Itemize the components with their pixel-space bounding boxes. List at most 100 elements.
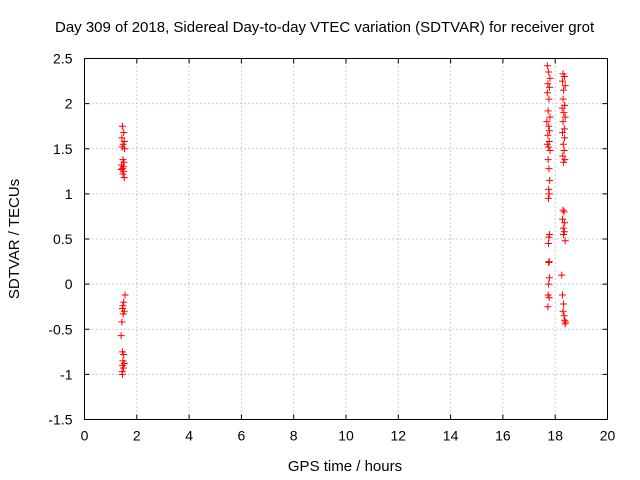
x-tick-label: 8	[290, 428, 298, 444]
y-tick-label: 1	[65, 186, 73, 202]
x-tick-label: 4	[185, 428, 193, 444]
data-point-marker	[559, 129, 567, 137]
data-point-marker	[560, 73, 568, 81]
data-point-marker	[543, 118, 551, 126]
data-point-marker	[546, 147, 554, 155]
data-point-marker	[118, 318, 126, 326]
data-point-marker	[118, 161, 126, 169]
data-point-marker	[544, 303, 552, 311]
data-point-marker	[559, 77, 567, 85]
data-point-marker	[544, 156, 552, 164]
data-point-marker	[118, 122, 126, 130]
chart-title: Day 309 of 2018, Sidereal Day-to-day VTE…	[55, 19, 595, 36]
data-point-marker	[559, 224, 567, 232]
data-point-marker	[545, 68, 553, 76]
data-point-marker	[544, 80, 552, 88]
x-tick-label: 18	[547, 428, 563, 444]
data-point-marker	[545, 190, 553, 198]
data-point-marker	[545, 83, 553, 91]
data-point-marker	[561, 320, 569, 328]
x-tick-labels: 0 2 4 6 8 10 12 14 16 18 20	[81, 428, 616, 444]
data-point-marker	[546, 74, 554, 82]
data-point-marker	[544, 107, 552, 115]
data-point-marker	[559, 291, 567, 299]
data-point-marker	[558, 271, 566, 279]
data-point-marker	[561, 134, 569, 142]
data-point-marker	[546, 113, 554, 121]
x-tick-label: 2	[133, 428, 141, 444]
data-point-marker	[560, 109, 568, 117]
data-point-marker	[559, 95, 567, 103]
data-point-marker	[118, 370, 126, 378]
data-point-marker	[120, 298, 128, 306]
y-tick-label: -1	[60, 366, 73, 382]
data-point-marker	[559, 118, 567, 126]
x-tick-label: 12	[391, 428, 407, 444]
data-point-marker	[544, 194, 552, 202]
data-point-marker	[561, 219, 569, 227]
x-tick-label: 6	[238, 428, 246, 444]
grid-lines	[84, 58, 608, 420]
data-point-marker	[546, 176, 554, 184]
data-point-marker	[119, 170, 127, 178]
data-point-marker	[559, 206, 567, 214]
y-tick-label: -0.5	[48, 321, 72, 337]
x-tick-label: 10	[338, 428, 354, 444]
data-points	[117, 62, 570, 378]
data-point-marker	[545, 233, 553, 241]
x-tick-label: 14	[443, 428, 459, 444]
data-point-marker	[562, 318, 570, 326]
data-point-marker	[561, 82, 569, 90]
data-point-marker	[119, 310, 127, 318]
data-point-marker	[560, 312, 568, 320]
y-tick-label: 0.5	[53, 231, 73, 247]
data-point-marker	[560, 300, 568, 308]
x-tick-label: 16	[495, 428, 511, 444]
data-point-marker	[558, 104, 566, 112]
data-point-marker	[559, 215, 567, 223]
x-axis-label: GPS time / hours	[288, 458, 402, 475]
data-point-marker	[121, 145, 129, 153]
y-axis-label: SDTVAR / TECUs	[6, 179, 23, 299]
x-tick-label: 20	[600, 428, 616, 444]
data-point-marker	[545, 185, 553, 193]
data-point-marker	[560, 230, 568, 238]
data-point-marker	[545, 95, 553, 103]
y-tick-label: 0	[65, 276, 73, 292]
data-point-marker	[545, 280, 553, 288]
data-point-marker	[561, 316, 569, 324]
data-point-marker	[120, 129, 128, 137]
data-point-marker	[545, 258, 553, 266]
y-tick-label: 2.5	[53, 51, 73, 67]
data-point-marker	[559, 152, 567, 160]
axis-ticks	[84, 58, 608, 420]
data-point-marker	[560, 125, 568, 133]
data-point-marker	[560, 158, 568, 166]
data-point-marker	[544, 240, 552, 248]
data-point-marker	[544, 131, 552, 139]
data-point-marker	[545, 122, 553, 130]
data-point-marker	[560, 86, 568, 94]
data-point-marker	[545, 258, 553, 266]
data-point-marker	[120, 174, 128, 182]
data-point-marker	[561, 237, 569, 245]
data-point-marker	[545, 127, 553, 135]
y-tick-labels: -1.5 -1 -0.5 0 0.5 1 1.5 2 2.5	[48, 51, 72, 428]
data-point-marker	[560, 147, 568, 155]
data-point-marker	[544, 143, 552, 151]
data-point-marker	[559, 140, 567, 148]
data-point-marker	[545, 294, 553, 302]
data-point-marker	[560, 208, 568, 216]
data-point-marker	[543, 62, 551, 70]
data-point-marker	[119, 364, 127, 372]
data-point-marker	[117, 332, 125, 340]
data-point-marker	[118, 134, 126, 142]
y-tick-label: 2	[65, 96, 73, 112]
x-tick-label: 0	[81, 428, 89, 444]
data-point-marker	[120, 351, 128, 359]
data-point-marker	[559, 307, 567, 315]
data-point-marker	[121, 291, 129, 299]
data-point-marker	[120, 360, 128, 368]
data-point-marker	[545, 165, 553, 173]
